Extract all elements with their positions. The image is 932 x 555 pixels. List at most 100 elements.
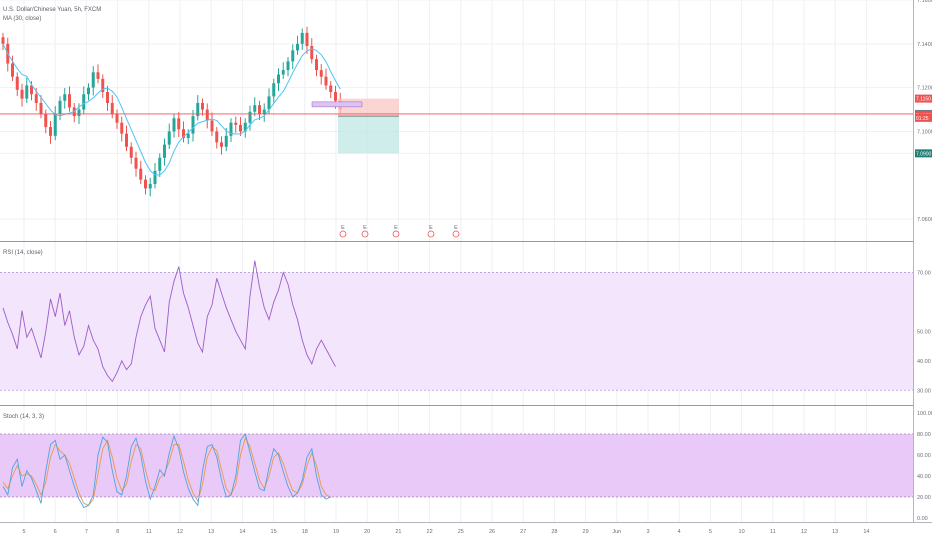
candle-up	[253, 105, 257, 112]
candle-up	[63, 94, 67, 101]
event-marker-icon	[361, 230, 369, 238]
rsi-legend: RSI (14, close)	[3, 250, 43, 256]
stoch-k-line	[2, 432, 331, 509]
time-tick-label: 15	[271, 529, 277, 535]
event-marker-icon	[452, 230, 460, 238]
stoch-tick-label: 0.00	[917, 516, 928, 522]
stoch-tick-label: 60.00	[917, 453, 931, 459]
candle-down	[210, 120, 214, 132]
price-tick-label: 7.16000	[917, 0, 932, 4]
candle-down	[20, 89, 24, 99]
stoch-d-line	[2, 437, 331, 506]
stoch-tick-label: 40.00	[917, 474, 931, 480]
stoch-tick-label: 100.00	[917, 411, 932, 417]
candle-down	[334, 92, 337, 101]
rsi-tick-label: 50.00	[917, 329, 931, 335]
event-marker-label: E	[341, 225, 345, 231]
candle-down	[234, 122, 238, 125]
candle-up	[262, 109, 266, 114]
candle-down	[315, 59, 318, 71]
time-tick-label: 5	[709, 529, 712, 535]
time-tick-label: 18	[302, 529, 308, 535]
candle-up	[248, 111, 252, 123]
stop-price-tag	[915, 94, 932, 103]
candle-down	[310, 46, 314, 60]
event-marker-icon	[427, 230, 435, 238]
rsi-band	[0, 272, 913, 391]
time-tick-label: 28	[551, 529, 557, 535]
time-tick-label: 14	[863, 529, 869, 535]
candle-down	[258, 105, 261, 114]
candle-down	[319, 70, 323, 77]
candle-up	[300, 32, 304, 44]
candle-down	[177, 118, 181, 130]
candle-down	[101, 78, 105, 93]
candle-up	[191, 116, 195, 134]
ma-legend: MA (30, close)	[3, 16, 42, 22]
time-tick-label: 26	[489, 529, 495, 535]
rsi-tick-label: 70.00	[917, 270, 931, 276]
candle-down	[68, 94, 71, 108]
candle-up	[272, 83, 276, 97]
event-marker-icon	[392, 230, 400, 238]
candle-up	[286, 61, 290, 71]
candle-down	[106, 92, 109, 103]
candle-up	[281, 70, 285, 75]
time-tick-label: 22	[427, 529, 433, 535]
event-marker-label: E	[429, 225, 433, 231]
take-profit-zone	[338, 116, 399, 154]
candle-up	[53, 113, 57, 136]
candle-up	[167, 131, 171, 145]
event-marker-label: E	[363, 225, 367, 231]
candle-down	[110, 102, 114, 114]
candle-down	[1, 37, 5, 44]
candle-up	[148, 184, 152, 189]
rsi-tick-label: 40.00	[917, 359, 931, 365]
time-tick-label: 13	[832, 529, 838, 535]
candle-down	[215, 131, 219, 143]
candle-down	[324, 76, 328, 86]
candle-down	[144, 179, 147, 189]
candle-up	[58, 100, 62, 114]
candle-down	[205, 109, 209, 121]
countdown-tag	[915, 113, 932, 122]
candle-up	[153, 170, 157, 185]
time-tick-label: 14	[239, 529, 245, 535]
candle-down	[134, 157, 138, 169]
candle-down	[201, 102, 204, 110]
candle-down	[220, 142, 223, 147]
target-price-tag	[915, 149, 932, 158]
event-marker-label: E	[454, 225, 458, 231]
candle-up	[243, 122, 247, 132]
candle-up	[224, 135, 228, 147]
time-tick-label: 20	[364, 529, 370, 535]
candle-up	[172, 118, 176, 132]
candle-down	[129, 146, 133, 158]
candle-down	[305, 32, 309, 47]
time-tick-label: 5	[22, 529, 25, 535]
candle-up	[25, 85, 29, 99]
candle-down	[239, 124, 242, 132]
price-tick-label: 7.06000	[917, 217, 932, 223]
candle-up	[196, 102, 200, 117]
candle-down	[125, 133, 128, 147]
time-tick-label: 8	[116, 529, 119, 535]
time-tick-label: Jun	[612, 529, 621, 535]
time-tick-label: 12	[801, 529, 807, 535]
time-tick-label: 19	[333, 529, 339, 535]
candle-up	[291, 50, 295, 62]
price-tick-label: 7.14000	[917, 42, 932, 48]
stoch-tick-label: 80.00	[917, 432, 931, 438]
chart-legend: U.S. Dollar/Chinese Yuan, 5h, FXCM MA (3…	[3, 6, 101, 24]
candle-up	[87, 87, 90, 95]
candle-down	[30, 85, 33, 95]
ma-line	[2, 43, 341, 176]
time-tick-label: 3	[646, 529, 649, 535]
candle-up	[82, 94, 86, 110]
candle-down	[329, 85, 333, 93]
time-tick-label: 4	[678, 529, 681, 535]
event-marker-icon	[339, 230, 347, 238]
stop-loss-zone	[338, 98, 399, 117]
